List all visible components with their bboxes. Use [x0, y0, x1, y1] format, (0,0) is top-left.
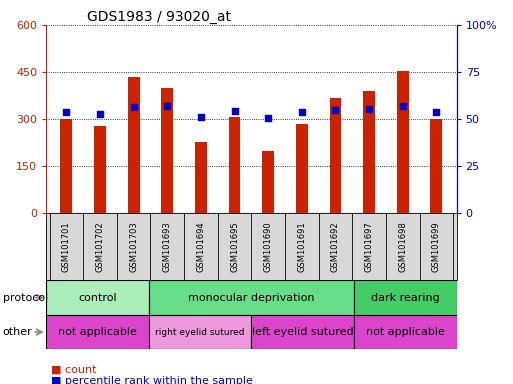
Bar [329, 98, 341, 213]
Bar [46, 315, 149, 349]
Text: GSM101690: GSM101690 [264, 222, 273, 272]
Text: GSM101694: GSM101694 [196, 222, 205, 272]
Point [365, 106, 373, 112]
Text: GSM101693: GSM101693 [163, 221, 172, 272]
Text: other: other [3, 327, 32, 337]
Point [264, 115, 272, 121]
Text: ■ count: ■ count [51, 365, 97, 375]
Point [197, 114, 205, 120]
Text: dark rearing: dark rearing [371, 293, 440, 303]
Bar [262, 151, 274, 213]
Text: not applicable: not applicable [58, 327, 137, 337]
Bar [149, 280, 354, 315]
Bar [149, 315, 251, 349]
Text: GDS1983 / 93020_at: GDS1983 / 93020_at [87, 10, 231, 24]
Text: ■ percentile rank within the sample: ■ percentile rank within the sample [51, 376, 253, 384]
Point [62, 109, 70, 116]
Text: GSM101697: GSM101697 [365, 221, 373, 272]
Bar [128, 77, 140, 213]
Text: control: control [78, 293, 117, 303]
Bar [251, 315, 354, 349]
Text: right eyelid sutured: right eyelid sutured [155, 328, 245, 337]
Bar [354, 315, 457, 349]
Point [432, 109, 441, 116]
Bar [94, 126, 106, 213]
Text: monocular deprivation: monocular deprivation [188, 293, 314, 303]
Point [230, 108, 239, 114]
Text: GSM101698: GSM101698 [398, 221, 407, 272]
Point [163, 103, 171, 109]
Text: not applicable: not applicable [366, 327, 445, 337]
Bar [430, 119, 442, 213]
Point [399, 103, 407, 109]
Bar [354, 280, 457, 315]
Text: left eyelid sutured: left eyelid sutured [252, 327, 353, 337]
Point [298, 109, 306, 116]
Text: GSM101695: GSM101695 [230, 222, 239, 272]
Text: GSM101691: GSM101691 [298, 222, 306, 272]
Text: protocol: protocol [3, 293, 48, 303]
Bar [363, 91, 375, 213]
Text: GSM101699: GSM101699 [432, 222, 441, 272]
Bar [162, 88, 173, 213]
Text: GSM101701: GSM101701 [62, 222, 71, 272]
Bar [195, 142, 207, 213]
Point [96, 111, 104, 118]
Text: GSM101702: GSM101702 [95, 222, 105, 272]
Text: GSM101692: GSM101692 [331, 222, 340, 272]
Bar [229, 116, 241, 213]
Bar [296, 124, 308, 213]
Text: GSM101703: GSM101703 [129, 221, 138, 272]
Bar [397, 71, 409, 213]
Bar [61, 119, 72, 213]
Point [129, 104, 137, 110]
Bar [46, 280, 149, 315]
Point [331, 106, 340, 113]
